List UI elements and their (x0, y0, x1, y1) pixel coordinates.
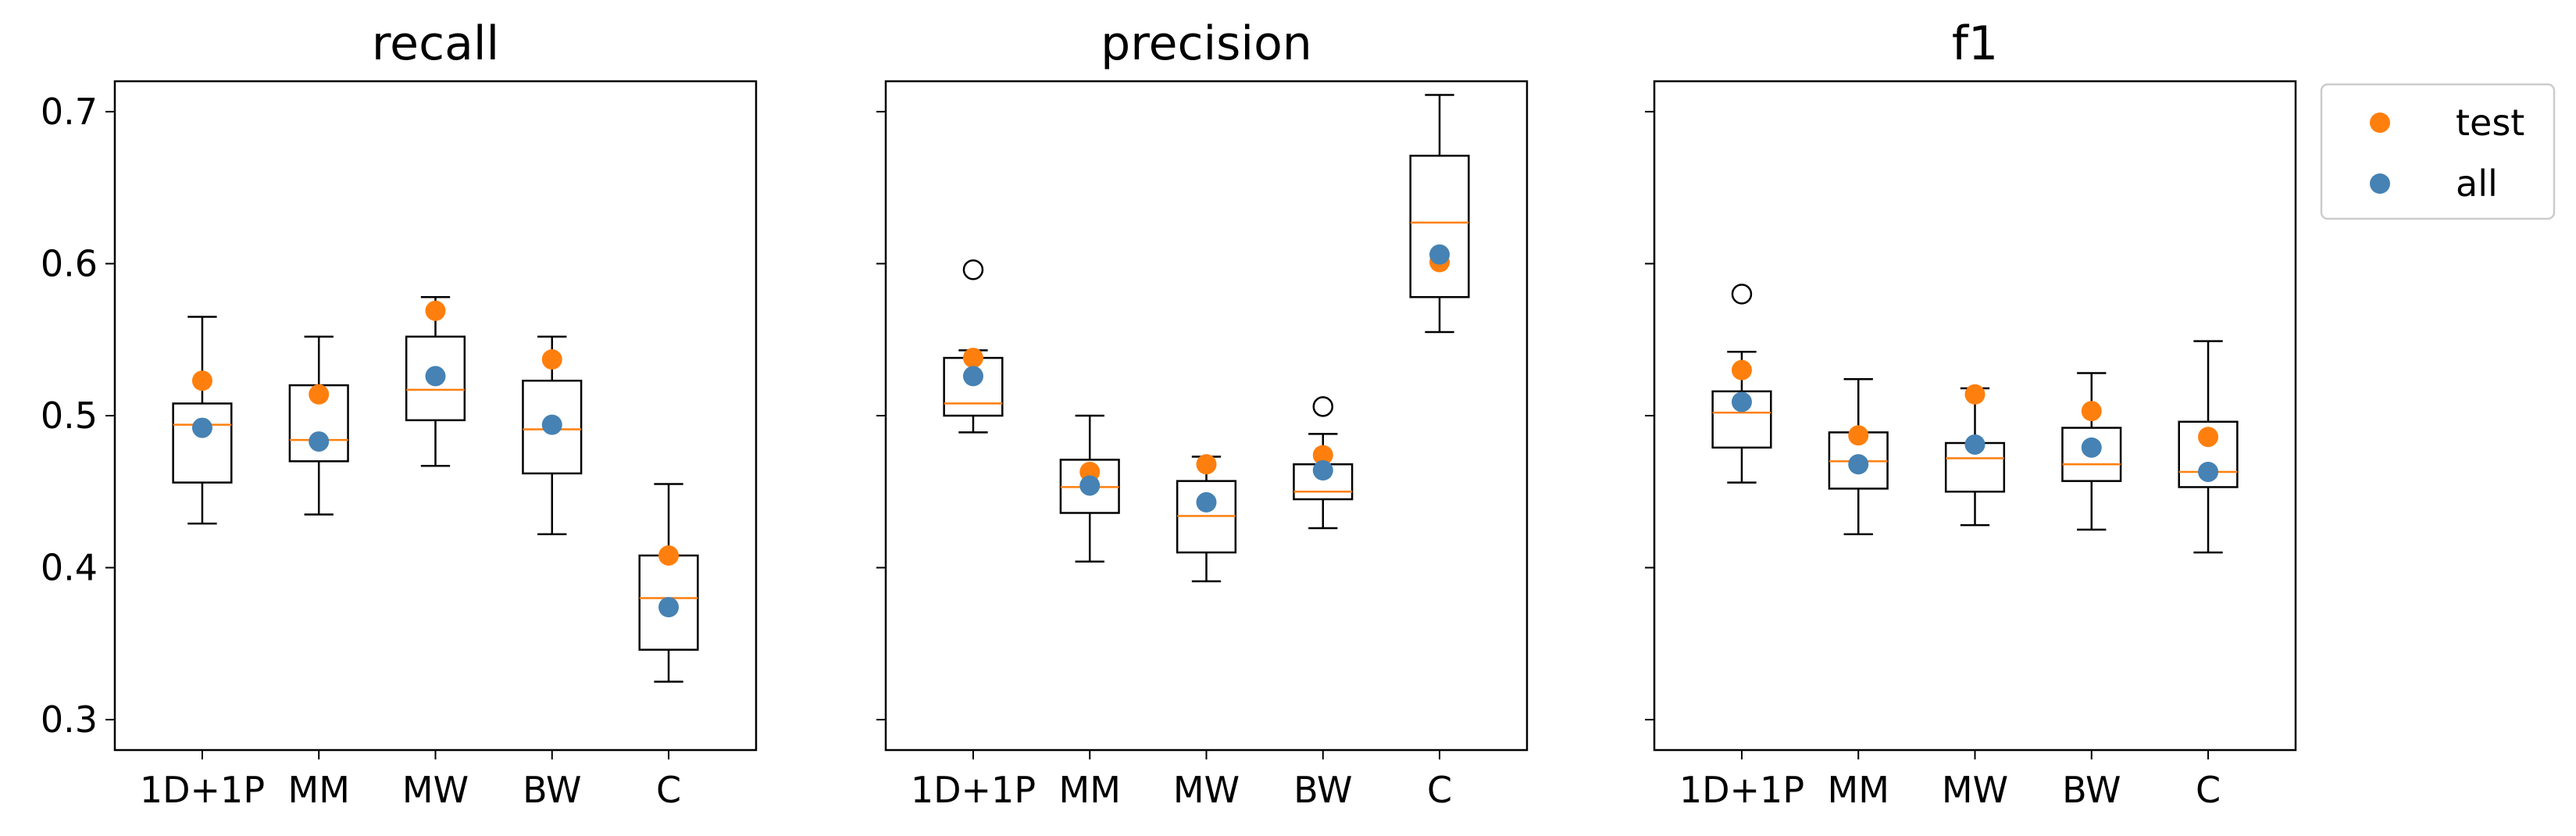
x-tick-label: MM (288, 769, 350, 811)
point-all (962, 366, 983, 387)
point-all (1848, 454, 1869, 475)
iqr-box (2178, 420, 2239, 488)
x-tick-label: BW (523, 769, 581, 811)
point-test (1312, 445, 1333, 466)
point-test (658, 545, 680, 566)
point-all (658, 597, 680, 618)
x-tick-label: 1D+1P (140, 769, 265, 811)
iqr-box (172, 402, 233, 484)
legend: test all (2320, 83, 2556, 220)
point-all (2198, 461, 2219, 482)
point-test (309, 384, 330, 405)
y-tick-label: 0.6 (41, 242, 98, 284)
point-test (1964, 384, 1986, 405)
legend-label-test: test (2456, 102, 2524, 144)
x-tick-label: C (656, 769, 681, 811)
iqr-box (522, 380, 583, 475)
x-tick-label: MW (1173, 769, 1240, 811)
flier-point (962, 259, 984, 280)
y-tick-label: 0.7 (41, 91, 98, 133)
flier-point (1312, 396, 1334, 417)
box-MM (1059, 414, 1120, 563)
x-tick-label: MW (1942, 769, 2008, 811)
point-all (1964, 434, 1986, 455)
box-MW (1176, 456, 1237, 583)
x-tick-label: C (2196, 769, 2221, 811)
box-BW (522, 335, 583, 535)
panel-precision: precision 1D+1P MM MW BW C (876, 16, 1529, 811)
point-all (1312, 460, 1333, 481)
y-tick-label: 0.5 (41, 395, 98, 437)
point-test (1731, 359, 1752, 380)
x-tick-label: MM (1059, 769, 1121, 811)
point-test (2198, 427, 2219, 448)
point-all (191, 417, 212, 438)
point-all (1429, 244, 1450, 265)
panel-f1: f1 1D+1P MM MW BW C (1645, 16, 2297, 811)
panel-recall: recall 0.3 0.4 0.5 0.6 0.7 1D+1P MM MW BW C (41, 16, 758, 811)
iqr-box (405, 335, 466, 422)
point-test (1196, 454, 1217, 475)
point-test (962, 348, 983, 369)
point-all (1079, 475, 1101, 496)
plot-frame (113, 80, 758, 752)
panel-title: f1 (1952, 16, 1998, 71)
box-1D+1P (1711, 284, 1772, 484)
y-tick-label: 0.3 (41, 698, 98, 741)
iqr-box (1711, 390, 1772, 449)
x-tick-label: BW (2062, 769, 2121, 811)
x-tick-label: BW (1293, 769, 1352, 811)
point-all (541, 414, 562, 435)
x-tick-label: 1D+1P (911, 769, 1036, 811)
box-C (1409, 94, 1470, 334)
x-tick-label: MM (1828, 769, 1889, 811)
y-tick-label: 0.4 (41, 547, 98, 589)
x-tick-label: MW (402, 769, 469, 811)
panel-title: recall (372, 16, 499, 71)
flier-point (1731, 284, 1753, 305)
x-tick-label: C (1427, 769, 1452, 811)
point-all (1196, 491, 1217, 513)
plot-frame (884, 80, 1529, 752)
point-all (1731, 391, 1752, 413)
plot-frame (1653, 80, 2297, 752)
point-test (2081, 401, 2102, 422)
point-test (541, 349, 562, 370)
x-tick-label: 1D+1P (1679, 769, 1804, 811)
point-test (1848, 425, 1869, 446)
iqr-box (2061, 427, 2122, 482)
panel-title: precision (1101, 16, 1312, 71)
point-test (191, 370, 212, 391)
point-all (309, 431, 330, 452)
point-test (425, 300, 446, 321)
legend-marker-all (2370, 173, 2390, 194)
legend-label-all: all (2456, 163, 2498, 205)
legend-marker-test (2370, 113, 2390, 133)
iqr-box (1409, 155, 1470, 298)
point-all (2081, 437, 2102, 458)
box-C (2178, 340, 2239, 554)
point-all (425, 366, 446, 387)
